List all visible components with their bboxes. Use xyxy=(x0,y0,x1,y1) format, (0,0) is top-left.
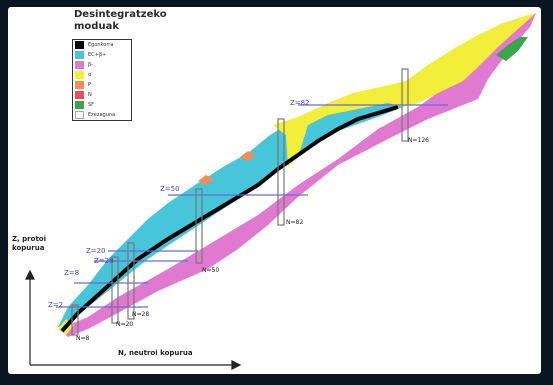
proton-emission-region xyxy=(198,151,256,185)
magic-z-label: Z=2 xyxy=(48,301,64,309)
legend-item: N xyxy=(73,90,131,100)
magic-z-label: Z=20 xyxy=(86,247,106,255)
axes xyxy=(25,269,242,370)
legend-swatch xyxy=(75,41,84,49)
legend-item: SF xyxy=(73,100,131,110)
legend-item: P xyxy=(73,80,131,90)
magic-z-label: Z=8 xyxy=(64,269,80,277)
legend-swatch xyxy=(75,71,84,79)
nuclide-chart xyxy=(25,13,536,370)
legend-swatch xyxy=(75,51,84,59)
magic-n-label: N=50 xyxy=(202,267,220,274)
legend-item: β- xyxy=(73,60,131,70)
legend-swatch xyxy=(75,101,84,109)
legend-swatch xyxy=(75,111,84,119)
magic-proton-lines xyxy=(56,104,448,308)
magic-z-label: Z=28 xyxy=(94,257,114,265)
stability-line xyxy=(60,105,399,333)
legend-swatch xyxy=(75,61,84,69)
magic-n-label: N=20 xyxy=(116,321,134,328)
chart-title: Desintegratzeko moduak xyxy=(74,9,167,32)
magic-z-label: Z=82 xyxy=(290,99,310,107)
magic-n-label: N=82 xyxy=(286,219,304,226)
legend-swatch xyxy=(75,91,84,99)
magic-neutron-bars xyxy=(71,68,409,336)
spontaneous-fission-region xyxy=(496,37,528,61)
diagram-frame: Desintegratzeko moduak Egonkorra EC+β+ β… xyxy=(8,7,541,374)
alpha-region xyxy=(273,13,536,167)
y-axis-label: Z, protoi kopurua xyxy=(12,235,46,252)
magic-z-label: Z=50 xyxy=(160,185,180,193)
legend-item: EC+β+ xyxy=(73,50,131,60)
ec-beta-plus-region xyxy=(58,91,408,327)
magic-n-label: N=28 xyxy=(132,311,150,318)
beta-minus-region xyxy=(60,13,536,337)
x-axis-label: N, neutroi kopurua xyxy=(118,349,193,357)
legend-item: α xyxy=(73,70,131,80)
legend-swatch xyxy=(75,81,84,89)
magic-n-label: N=126 xyxy=(408,137,429,144)
legend: Egonkorra EC+β+ β- α P N SF Ezezaguna xyxy=(72,39,132,121)
legend-item: Egonkorra xyxy=(73,40,131,50)
magic-n-label: N=8 xyxy=(76,335,90,342)
legend-item: Ezezaguna xyxy=(73,110,131,120)
